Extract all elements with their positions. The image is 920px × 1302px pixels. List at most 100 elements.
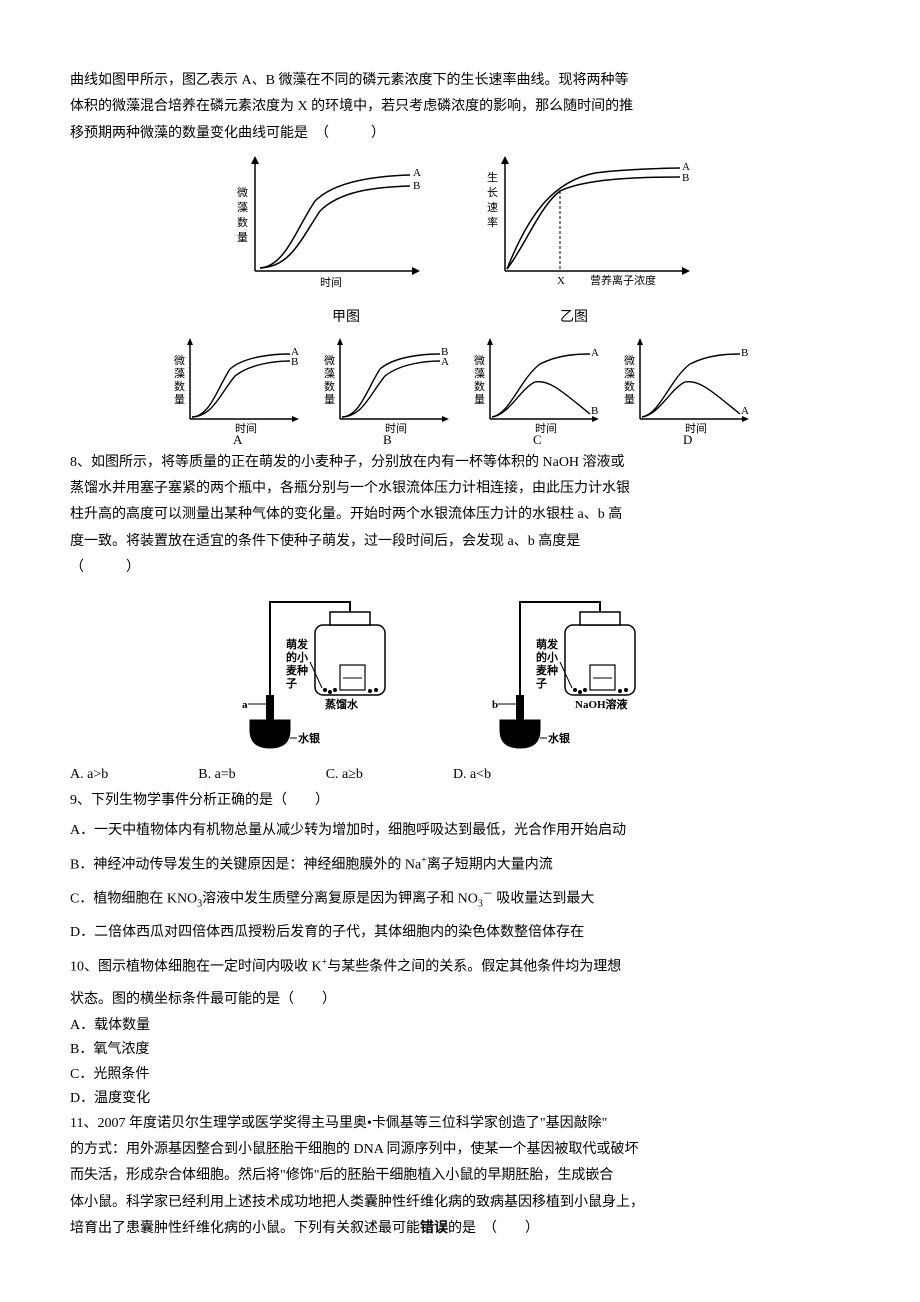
q10-b: B．氧气浓度 — [70, 1039, 850, 1061]
jia-ylabel-1: 微 — [237, 185, 248, 199]
opt-chart-c: 微 藻 数 量 A B 时间 C — [465, 334, 605, 444]
opt-c-ser-b: B — [591, 405, 598, 417]
opt-d-y4: 量 — [624, 393, 635, 406]
jia-label-b: B — [413, 180, 420, 192]
opt-a-y2: 藻 — [174, 367, 185, 380]
q11-l2: 的方式：用外源基因整合到小鼠胚胎干细胞的 DNA 同源序列中，使某一个基因被取代… — [70, 1139, 850, 1161]
q11-l5: 培育出了患囊肿性纤维化病的小鼠。下列有关叙述最可能错误的是 （ ） — [70, 1218, 850, 1240]
chart-yi: 生 长 速 率 A B X 营养离子浓度 — [475, 151, 695, 301]
q11-l5-bold: 错误 — [420, 1221, 448, 1236]
flask-r-seed-3: 麦种 — [536, 663, 558, 677]
flask-r-mark-b: b — [492, 699, 498, 711]
q8-options: A. a>b B. a=b C. a≥b D. a<b — [70, 764, 850, 786]
q11-l5-pre: 培育出了患囊肿性纤维化病的小鼠。下列有关叙述最可能 — [70, 1221, 420, 1236]
q9-c-pre: C．植物细胞在 KNO — [70, 891, 197, 906]
q10-stem: 10、图示植物体细胞在一定时间内吸收 K+与某些条件之间的关系。假定其他条件均为… — [70, 955, 850, 979]
q8-opt-d: D. a<b — [453, 764, 491, 786]
yi-ylabel-1: 生 — [487, 170, 498, 184]
opt-c-y2: 藻 — [474, 367, 485, 380]
q10-stem-suf: 与某些条件之间的关系。假定其他条件均为理想 — [327, 959, 621, 974]
q11-l3: 而失活，形成杂合体细胞。然后将"修饰"后的胚胎干细胞植入小鼠的早期胚胎，生成嵌合 — [70, 1165, 850, 1187]
yi-ylabel-2: 长 — [487, 186, 498, 199]
flask-r-seed-4: 子 — [536, 677, 547, 690]
flask-l-liq: 蒸馏水 — [325, 697, 359, 711]
q11-l1: 11、2007 年度诺贝尔生理学或医学奖得主马里奥•卡佩基等三位科学家创造了"基… — [70, 1113, 850, 1135]
q9-stem: 9、下列生物学事件分析正确的是（ ） — [70, 790, 850, 812]
opt-b-ser-a: A — [441, 356, 449, 368]
flask-r-hg: 水银 — [548, 731, 571, 745]
opt-b-y3: 数 — [324, 380, 335, 393]
opt-d-y3: 数 — [624, 380, 635, 393]
flask-row: 萌发 的小 麦种 子 蒸馏水 a 水银 萌发 的小 — [70, 590, 850, 760]
yi-xlabel: 营养离子浓度 — [590, 273, 656, 287]
opt-c-ser-a: A — [591, 347, 599, 359]
opt-chart-a: 微 藻 数 量 A B 时间 A — [165, 334, 305, 444]
opt-d-ser-b: B — [741, 347, 748, 359]
q8-opt-a: A. a>b — [70, 764, 108, 786]
flask-r-seed-2: 的小 — [536, 650, 558, 664]
opt-chart-b: 微 藻 数 量 B A 时间 B — [315, 334, 455, 444]
yi-label-b: B — [682, 172, 689, 184]
opt-b-letter: B — [383, 432, 392, 444]
q10-d: D．温度变化 — [70, 1088, 850, 1110]
jia-label-a: A — [413, 167, 421, 179]
flask-l-mark-a: a — [242, 699, 248, 711]
q10-line2: 状态。图的横坐标条件最可能的是（ ） — [70, 989, 850, 1011]
jia-ylabel-3: 数 — [237, 216, 248, 229]
opt-d-letter: D — [683, 432, 692, 444]
caption-jia: 甲图 — [332, 307, 360, 329]
flask-l-seed-1: 萌发 — [286, 637, 309, 651]
q9-b: B．神经冲动传导发生的关键原因是：神经细胞膜外的 Na+离子短期内大量内流 — [70, 853, 850, 877]
flask-l-seed-2: 的小 — [286, 650, 308, 664]
q11-l5-suf: 的是 （ ） — [448, 1221, 539, 1236]
jia-xlabel: 时间 — [320, 276, 342, 289]
flask-r-seed-1: 萌发 — [536, 637, 559, 651]
yi-xmark: X — [557, 275, 565, 287]
opt-a-letter: A — [233, 432, 243, 444]
opt-d-ser-a: A — [741, 405, 749, 417]
flask-r-liq: NaOH溶液 — [575, 697, 629, 711]
opt-a-y3: 数 — [174, 380, 185, 393]
q9-c-mid: 溶液中发生质壁分离复原是因为钾离子和 NO — [202, 891, 478, 906]
flask-right: 萌发 的小 麦种 子 NaOH溶液 b 水银 — [480, 590, 690, 760]
opt-c-letter: C — [533, 432, 542, 444]
opt-a-y1: 微 — [174, 353, 185, 367]
opt-d-y2: 藻 — [624, 367, 635, 380]
option-charts-row: 微 藻 数 量 A B 时间 A 微 藻 数 量 B A 时间 B — [70, 334, 850, 444]
q9-c: C．植物细胞在 KNO3溶液中发生质壁分离复原是因为钾离子和 NO3－ 吸收量达… — [70, 887, 850, 912]
q10-stem-pre: 10、图示植物体细胞在一定时间内吸收 K — [70, 959, 322, 974]
q8-opt-b: B. a=b — [198, 764, 235, 786]
intro-line3: 移预期两种微藻的数量变化曲线可能是 （ ） — [70, 123, 850, 145]
opt-c-y3: 数 — [474, 380, 485, 393]
intro-line1: 曲线如图甲所示，图乙表示 A、B 微藻在不同的磷元素浓度下的生长速率曲线。现将两… — [70, 70, 850, 92]
q9-b-pre: B．神经冲动传导发生的关键原因是：神经细胞膜外的 Na — [70, 857, 421, 872]
q9-d: D．二倍体西瓜对四倍体西瓜授粉后发育的子代，其体细胞内的染色体数整倍体存在 — [70, 922, 850, 944]
q10-a: A．载体数量 — [70, 1015, 850, 1037]
opt-chart-d: 微 藻 数 量 B A 时间 D — [615, 334, 755, 444]
opt-a-y4: 量 — [174, 393, 185, 406]
yi-ylabel-4: 率 — [487, 215, 498, 229]
opt-c-y4: 量 — [474, 393, 485, 406]
yi-ylabel-3: 速 — [487, 201, 498, 214]
q8-line4: 度一致。将装置放在适宜的条件下使种子萌发，过一段时间后，会发现 a、b 高度是 — [70, 531, 850, 553]
caption-yi: 乙图 — [560, 307, 588, 329]
q8-line1: 8、如图所示，将等质量的正在萌发的小麦种子，分别放在内有一杯等体积的 NaOH … — [70, 452, 850, 474]
jia-ylabel-2: 藻 — [237, 201, 248, 214]
chart-jia: 微 藻 数 量 A B 时间 — [225, 151, 425, 301]
q9-c-suf: 吸收量达到最大 — [493, 891, 595, 906]
opt-d-y1: 微 — [624, 353, 635, 367]
flask-left: 萌发 的小 麦种 子 蒸馏水 a 水银 — [230, 590, 430, 760]
intro-line2: 体积的微藻混合培养在磷元素浓度为 X 的环境中，若只考虑磷浓度的影响，那么随时间… — [70, 96, 850, 118]
jia-ylabel-4: 量 — [237, 231, 248, 244]
top-charts-row: 微 藻 数 量 A B 时间 生 长 速 率 A B — [70, 151, 850, 301]
opt-a-ser-b: B — [291, 356, 298, 368]
opt-b-y1: 微 — [324, 353, 335, 367]
q8-opt-c: C. a≥b — [326, 764, 363, 786]
q11-l4: 体小鼠。科学家已经利用上述技术成功地把人类囊肿性纤维化病的致病基因移植到小鼠身上… — [70, 1192, 850, 1214]
flask-l-hg: 水银 — [298, 731, 321, 745]
q8-line2: 蒸馏水并用塞子塞紧的两个瓶中，各瓶分别与一个水银流体压力计相连接，由此压力计水银 — [70, 478, 850, 500]
q10-c: C．光照条件 — [70, 1064, 850, 1086]
q8-line3: 柱升高的高度可以测量出某种气体的变化量。开始时两个水银流体压力计的水银柱 a、b… — [70, 504, 850, 526]
opt-c-y1: 微 — [474, 353, 485, 367]
q9-a: A．一天中植物体内有机物总量从减少转为增加时，细胞呼吸达到最低，光合作用开始启动 — [70, 820, 850, 842]
